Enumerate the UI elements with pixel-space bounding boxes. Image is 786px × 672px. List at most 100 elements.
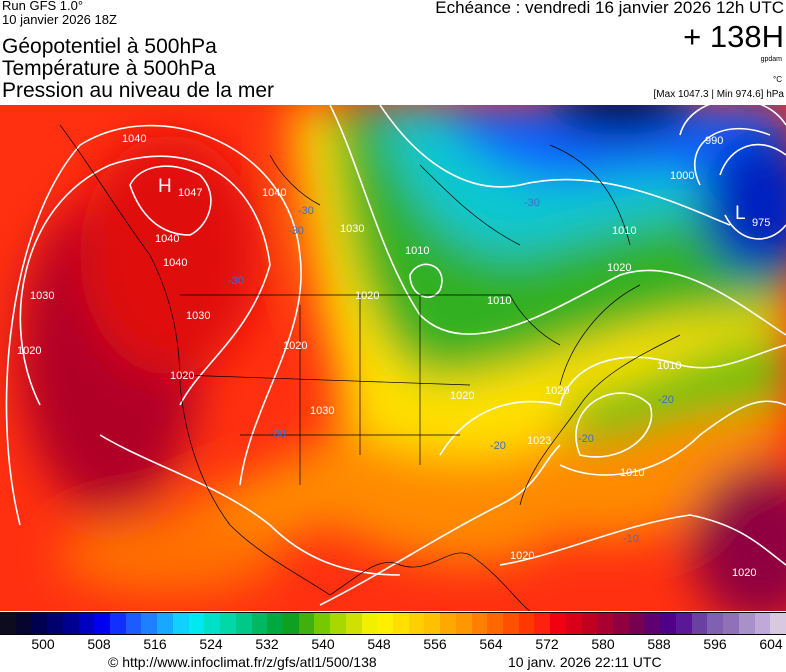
color-scale-cell: [157, 613, 173, 634]
isobar: [499, 514, 786, 566]
isobar: [409, 263, 443, 298]
isobar-label: 1030: [340, 223, 365, 235]
field-green-east: [560, 335, 786, 445]
temperature-label: -20: [578, 433, 594, 445]
isobars: [5, 98, 786, 606]
title-pressure: Pression au niveau de la mer: [2, 79, 274, 102]
field-blue: [440, 105, 786, 182]
color-scale-cell: [15, 613, 32, 634]
isobar: [99, 434, 401, 576]
color-scale-tick-label: 596: [703, 636, 727, 652]
high-symbol: H: [158, 176, 172, 197]
color-scale-cell: [754, 613, 771, 634]
map-area: H 1047 L 975 1040 1040 1040 1030 1030 10…: [0, 75, 786, 625]
isobar-label: 1020: [607, 262, 632, 274]
color-scale-tick-label: 508: [87, 636, 111, 652]
temperature-label: -30: [298, 205, 314, 217]
isobar-label: 1040: [122, 133, 147, 145]
low-value: 975: [752, 217, 771, 229]
color-scale-cell: [314, 613, 331, 634]
color-scale-tick-label: 564: [479, 636, 503, 652]
color-scale-cell: [707, 613, 724, 634]
isobar-label: 1040: [262, 187, 287, 199]
isobar-label: 1010: [612, 225, 637, 237]
color-scale-cell: [455, 613, 472, 634]
coastline: [59, 124, 531, 612]
title-geopotential: Géopotentiel à 500hPa: [2, 35, 217, 58]
color-scale-cell: [330, 613, 346, 634]
unit-temperature: °C: [773, 75, 782, 84]
isobar: [559, 400, 786, 476]
color-scale-cell: [723, 613, 739, 634]
temperature-label: -30: [288, 225, 304, 237]
isobar-label: 990: [705, 135, 724, 147]
color-scale-cell: [220, 613, 236, 634]
temperature-label: -30: [228, 275, 244, 287]
color-scale-cell: [361, 613, 378, 634]
isobar-label: 1010: [405, 245, 430, 257]
isobar: [575, 392, 653, 458]
isobar-label: 1040: [163, 257, 188, 269]
isobar-label: 1020: [545, 385, 570, 397]
color-scale-cell: [94, 613, 111, 634]
color-scale-cell: [78, 613, 95, 634]
isobar-label: 1020: [450, 390, 475, 402]
valid-time: Echéance : vendredi 16 janvier 2026 12h …: [435, 0, 784, 17]
isobar: [319, 444, 561, 606]
coastlines-borders: [59, 124, 681, 612]
color-scale-tick-label: 556: [423, 636, 447, 652]
temperature-label: -20: [490, 440, 506, 452]
isobar-label: 1010: [487, 295, 512, 307]
isobar: [5, 124, 302, 526]
color-scale-cell: [125, 613, 142, 634]
color-scale-cell: [644, 613, 661, 634]
field-darkred-east: [690, 465, 786, 625]
isobar-label: 1010: [620, 467, 645, 479]
border: [179, 294, 561, 485]
color-scale-cell: [565, 613, 582, 634]
color-scale-cell: [597, 613, 614, 634]
isobar: [439, 344, 786, 456]
color-scale-cell: [660, 613, 676, 634]
color-scale-bar: [0, 612, 786, 635]
isobar-label: 1020: [732, 567, 757, 579]
run-date: 10 janvier 2026 18Z: [2, 12, 117, 27]
isobar-label: 1030: [30, 290, 55, 302]
pressure-range: [Max 1047.3 | Min 974.6] hPa: [653, 89, 784, 100]
geopotential-field: [0, 75, 786, 625]
coastline: [519, 284, 681, 506]
color-scale-cell: [267, 613, 283, 634]
color-scale-cell: [675, 613, 692, 634]
color-scale-cell: [628, 613, 645, 634]
color-scale-cell: [518, 613, 535, 634]
color-scale-cell: [440, 613, 456, 634]
isobar-label: 1023: [527, 435, 552, 447]
isobar-label: 1000: [670, 170, 695, 182]
color-scale-cell: [471, 613, 488, 634]
coastline: [269, 144, 631, 246]
color-scale-tick-label: 540: [311, 636, 335, 652]
isobar-label: 1020: [170, 370, 195, 382]
run-label: Run GFS 1.0°: [2, 0, 84, 13]
color-scale-cell: [613, 613, 629, 634]
color-scale-cell: [424, 613, 441, 634]
color-scale-cell: [235, 613, 252, 634]
isobar-label: 1020: [283, 340, 308, 352]
color-scale-cell: [298, 613, 315, 634]
field-red-west: [80, 135, 260, 375]
color-scale-cell: [141, 613, 158, 634]
isobar: [719, 143, 786, 240]
color-scale-cell: [534, 613, 551, 634]
isobar-label: 1010: [657, 360, 682, 372]
color-scale-cell: [770, 613, 786, 634]
color-scale-cell: [408, 613, 425, 634]
color-scale-tick-label: 572: [535, 636, 559, 652]
source-url: © http://www.infoclimat.fr/z/gfs/atl1/50…: [108, 654, 377, 670]
lead-time: + 138H: [683, 19, 784, 54]
color-scale-cell: [738, 613, 755, 634]
color-scale-cell: [188, 613, 205, 634]
title-temperature: Température à 500hPa: [2, 57, 216, 80]
color-scale-cell: [377, 613, 393, 634]
color-scale-cell: [282, 613, 299, 634]
